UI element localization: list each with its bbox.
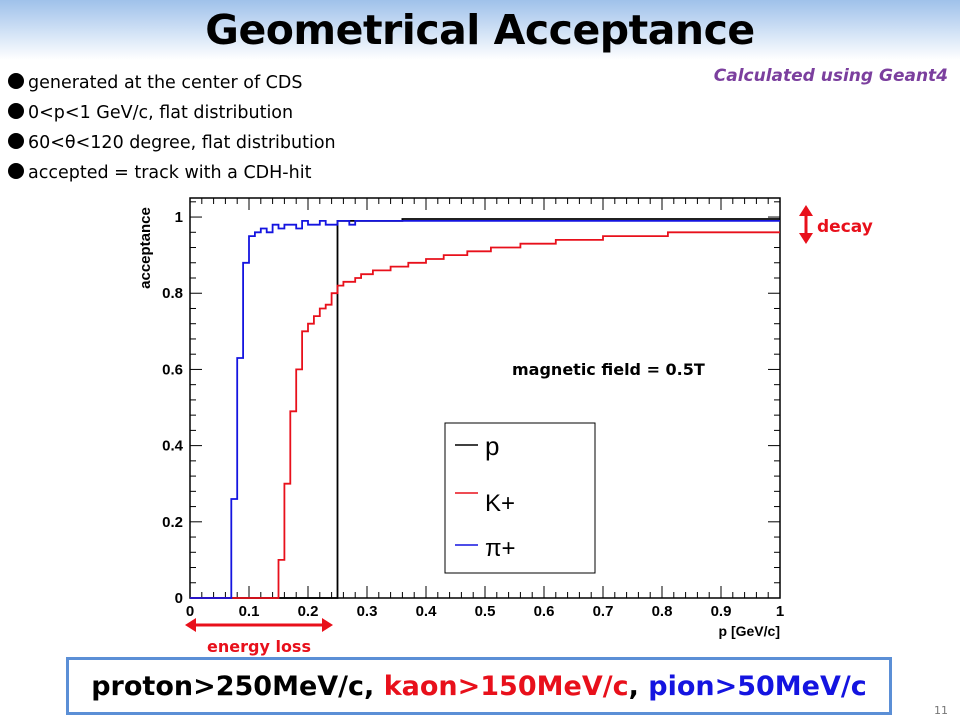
summary-separator: , [364,670,384,702]
y-tick-label: 0.6 [162,361,183,378]
bullet-item: 60<θ<120 degree, flat distribution [8,128,336,158]
summary-box: proton>250MeV/c, kaon>150MeV/c, pion>50M… [66,657,892,715]
y-tick-label: 0.4 [162,438,184,455]
bullet-dot-icon [8,73,24,89]
y-tick-label: 0.8 [162,285,183,302]
bullet-dot-icon [8,163,24,179]
bullet-text: accepted = track with a CDH-hit [28,163,312,183]
bullet-item: accepted = track with a CDH-hit [8,158,336,188]
energy-loss-label: energy loss [207,637,311,656]
x-tick-label: 0.8 [652,603,673,620]
bullet-dot-icon [8,103,24,119]
x-tick-label: 0.4 [416,603,438,620]
legend-box [444,422,596,574]
bullet-text: 60<θ<120 degree, flat distribution [28,133,336,153]
geant4-note: Calculated using Geant4 [713,66,948,86]
bullet-item: 0<p<1 GeV/c, flat distribution [8,98,336,128]
legend-label: π+ [485,535,516,562]
axis-ticks [189,198,781,599]
bullet-list: generated at the center of CDS 0<p<1 GeV… [8,68,336,188]
legend-label: K+ [485,490,515,517]
x-tick-labels: 0 0.1 0.2 0.3 0.4 0.5 0.6 0.7 0.8 0.9 1 [186,603,784,620]
bullet-dot-icon [8,133,24,149]
series-line-kaon [190,231,780,599]
page-number: 11 [934,704,948,717]
title-banner [0,0,960,60]
decay-arrow [799,205,813,244]
x-axis-title: p [GeV/c] [719,623,780,639]
y-tick-label: 1 [175,209,183,226]
summary-pion: pion>50MeV/c [648,670,867,702]
summary-separator: , [628,670,649,702]
x-tick-label: 1 [776,603,784,620]
x-tick-label: 0.7 [593,603,614,620]
bullet-item: generated at the center of CDS [8,68,336,98]
summary-kaon: kaon>150MeV/c [383,670,629,702]
decay-label: decay [817,217,873,237]
summary-proton: proton>250MeV/c [91,670,365,702]
slide-title: Geometrical Acceptance [205,6,755,54]
series-lines [190,218,780,599]
legend-label: p [485,431,499,461]
field-annotation: magnetic field = 0.5T [512,360,705,379]
x-tick-label: 0.5 [475,603,496,620]
x-tick-label: 0 [186,603,194,620]
y-tick-label: 0 [175,590,183,607]
x-tick-label: 0.2 [298,603,319,620]
legend: p K+ π+ [444,422,596,574]
x-tick-label: 0.9 [711,603,732,620]
bullet-text: 0<p<1 GeV/c, flat distribution [28,103,294,123]
y-tick-labels: 0 0.2 0.4 0.6 0.8 1 [162,209,184,607]
bullet-text: generated at the center of CDS [28,73,303,93]
energy-loss-arrow [185,618,333,632]
x-tick-label: 0.1 [239,603,260,620]
series-line-proton [190,218,780,599]
y-axis-title: acceptance [137,207,154,289]
x-tick-label: 0.6 [534,603,555,620]
y-tick-label: 0.2 [162,514,183,531]
series-line-pion [190,220,780,599]
x-tick-label: 0.3 [357,603,378,620]
acceptance-chart: 0 0.1 0.2 0.3 0.4 0.5 0.6 0.7 0.8 0.9 1 0 0.2 0.4 0.6… [137,197,873,656]
